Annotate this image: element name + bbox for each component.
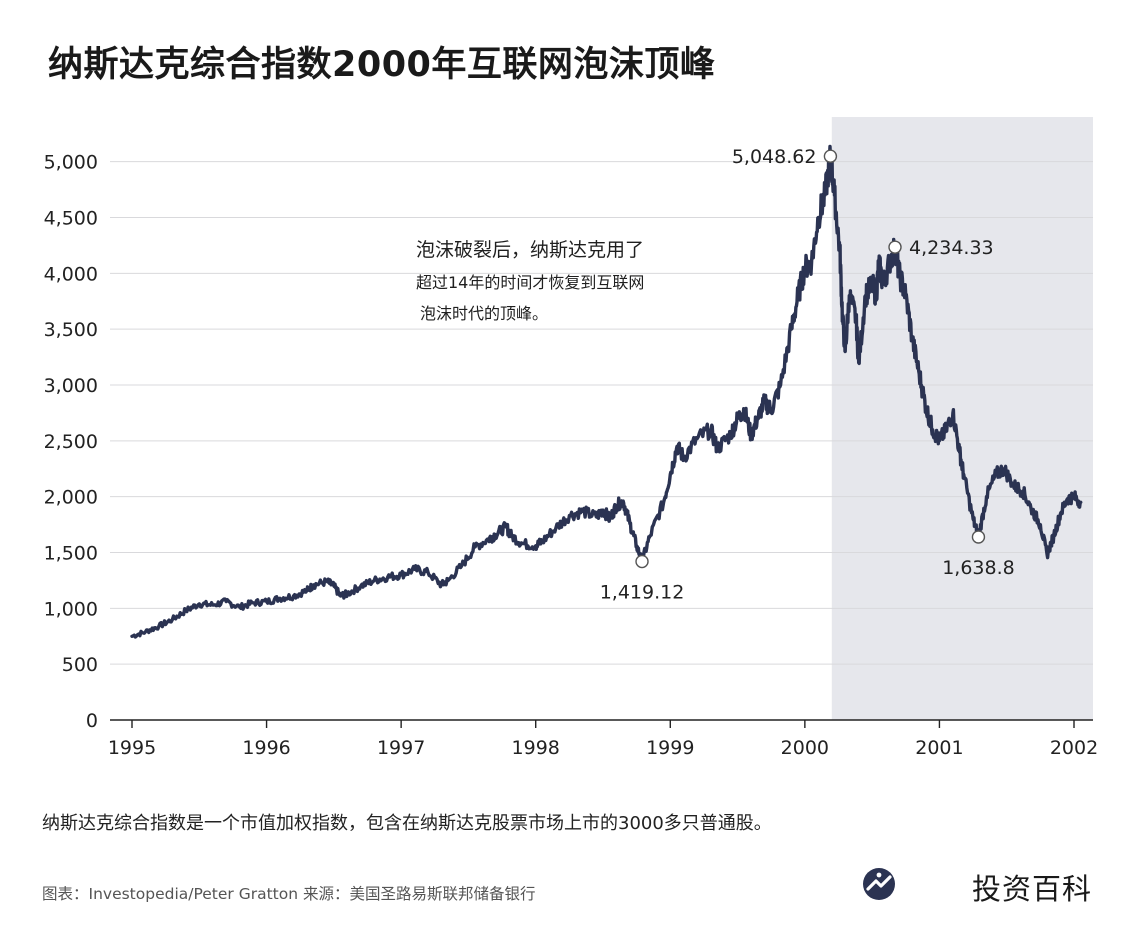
x-tick-label: 1997: [377, 737, 425, 759]
annotation-line-1: 泡沫破裂后，纳斯达克用了: [416, 239, 644, 261]
callout-label: 4,234.33: [909, 237, 994, 259]
shaded-region: [831, 117, 1093, 720]
callout-marker: [888, 240, 902, 254]
y-tick-label: 2,500: [44, 431, 98, 453]
y-tick-label: 2,000: [44, 487, 98, 509]
chart-description: 纳斯达克综合指数是一个市值加权指数，包含在纳斯达克股票市场上市的3000多只普通…: [42, 813, 772, 834]
shaded-region-layer: [831, 117, 1093, 720]
brand-name: 投资百科: [972, 872, 1093, 906]
y-tick-label: 3,500: [44, 319, 98, 341]
chart-title: 纳斯达克综合指数2000年互联网泡沫顶峰: [48, 45, 716, 85]
x-tick-label: 1995: [108, 737, 156, 759]
x-tick-label: 1999: [646, 737, 694, 759]
callouts: 1,419.12 5,048.62 4,234.33 1,638.8: [600, 146, 1015, 603]
x-tick-label: 2002: [1050, 737, 1098, 759]
investopedia-logo-icon: [863, 868, 895, 900]
y-tick-label: 500: [62, 654, 98, 676]
y-tick-label: 4,000: [44, 263, 98, 285]
callout-label: 1,419.12: [600, 582, 685, 604]
series-line-layer: [130, 144, 1083, 639]
callout-label: 5,048.62: [732, 146, 817, 168]
y-tick-label: 4,500: [44, 208, 98, 230]
gridlines: [110, 161, 1093, 665]
chart-source: 图表：Investopedia/Peter Gratton 来源：美国圣路易斯联…: [42, 885, 536, 903]
annotation: 泡沫破裂后，纳斯达克用了 超过14年的时间才恢复到互联网 泡沫时代的顶峰。: [416, 239, 644, 323]
y-tick-label: 1,000: [44, 598, 98, 620]
x-tick-label: 2000: [781, 737, 829, 759]
y-tick-label: 5,000: [44, 152, 98, 174]
callout-marker: [823, 149, 838, 163]
x-tick-label: 1996: [242, 737, 290, 759]
brand: 投资百科: [862, 864, 1102, 906]
annotation-line-2: 超过14年的时间才恢复到互联网: [416, 273, 644, 292]
callout-marker: [971, 530, 986, 544]
y-tick-label: 0: [86, 710, 98, 732]
callout-label: 1,638.8: [942, 557, 1015, 579]
annotation-line-3: 泡沫时代的顶峰。: [420, 304, 548, 323]
callout-marker: [635, 554, 649, 569]
y-tick-label: 3,000: [44, 375, 98, 397]
x-tick-label: 2001: [915, 737, 963, 759]
series-line: [130, 144, 1083, 639]
x-tick-label: 1998: [512, 737, 560, 759]
axes: 0 500 1,000 1,500 2,000 2,500 3,000 3,500 4,000 4…: [44, 152, 1099, 759]
chart: 0 500 1,000 1,500 2,000 2,500 3,000 3,500 4,000 4…: [44, 117, 1099, 759]
y-tick-label: 1,500: [44, 543, 98, 565]
